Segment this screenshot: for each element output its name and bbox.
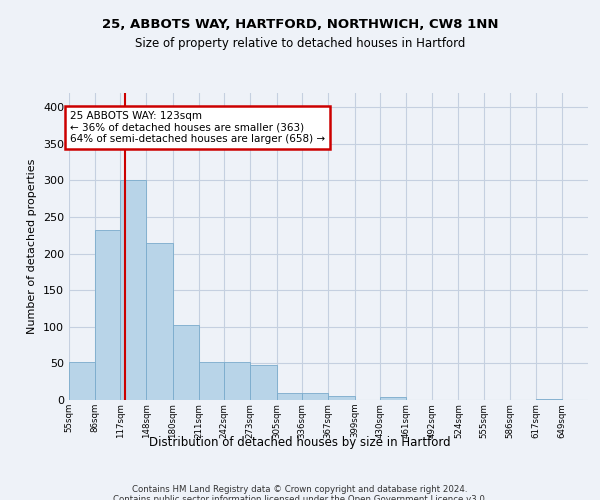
Text: 25, ABBOTS WAY, HARTFORD, NORTHWICH, CW8 1NN: 25, ABBOTS WAY, HARTFORD, NORTHWICH, CW8… [102,18,498,30]
Bar [536,398,562,400]
Bar [69,362,95,400]
Bar [380,397,406,400]
Text: Size of property relative to detached houses in Hartford: Size of property relative to detached ho… [135,38,465,51]
Bar [199,362,224,400]
Bar [588,398,600,400]
Bar [302,394,328,400]
Text: Contains HM Land Registry data © Crown copyright and database right 2024.
Contai: Contains HM Land Registry data © Crown c… [113,485,487,500]
Bar [95,230,121,400]
Text: Distribution of detached houses by size in Hartford: Distribution of detached houses by size … [149,436,451,449]
Bar [173,324,199,400]
Bar [328,396,355,400]
Text: 25 ABBOTS WAY: 123sqm
← 36% of detached houses are smaller (363)
64% of semi-det: 25 ABBOTS WAY: 123sqm ← 36% of detached … [70,111,325,144]
Bar [250,365,277,400]
Bar [277,394,302,400]
Bar [224,362,250,400]
Y-axis label: Number of detached properties: Number of detached properties [28,158,37,334]
Bar [146,242,173,400]
Bar [121,180,146,400]
